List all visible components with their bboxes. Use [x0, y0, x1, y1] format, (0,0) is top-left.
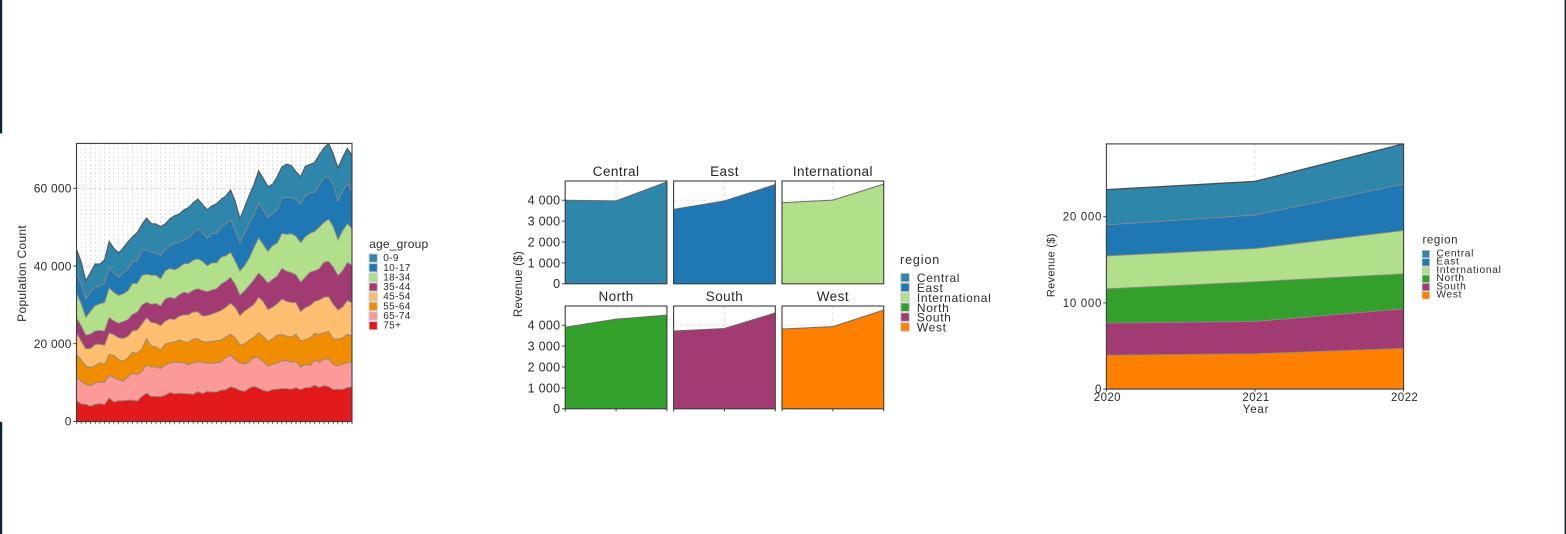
svg-text:2 000: 2 000 [528, 235, 561, 249]
svg-text:region: region [900, 253, 940, 267]
svg-text:0: 0 [553, 277, 560, 291]
svg-text:4 000: 4 000 [528, 194, 561, 208]
svg-text:1 000: 1 000 [528, 381, 561, 395]
svg-text:65-74: 65-74 [383, 311, 411, 322]
svg-text:West: West [817, 289, 849, 304]
svg-text:2022: 2022 [1391, 392, 1418, 404]
svg-text:3 000: 3 000 [528, 215, 561, 229]
svg-text:Central: Central [1436, 248, 1474, 259]
svg-text:North: North [598, 289, 633, 304]
svg-text:1 000: 1 000 [528, 256, 561, 270]
svg-text:International: International [793, 164, 873, 179]
svg-text:75+: 75+ [383, 321, 401, 332]
svg-text:2 000: 2 000 [528, 360, 561, 374]
svg-text:0: 0 [553, 402, 560, 416]
svg-text:International: International [1436, 265, 1501, 276]
svg-text:Population Count: Population Count [15, 225, 29, 322]
svg-text:Revenue ($): Revenue ($) [513, 251, 525, 317]
svg-text:55-64: 55-64 [383, 301, 411, 312]
svg-text:age_group: age_group [369, 237, 428, 251]
svg-text:3 000: 3 000 [528, 340, 561, 354]
svg-text:Year: Year [1243, 404, 1269, 416]
svg-text:South: South [706, 289, 744, 304]
svg-text:North: North [917, 301, 950, 315]
svg-text:0: 0 [65, 415, 72, 429]
svg-text:20 000: 20 000 [34, 337, 72, 351]
svg-text:0-9: 0-9 [383, 253, 399, 264]
svg-text:region: region [1423, 234, 1459, 246]
svg-text:4 000: 4 000 [528, 319, 561, 333]
svg-text:2020: 2020 [1094, 392, 1121, 404]
svg-text:10-17: 10-17 [383, 263, 411, 274]
svg-text:Central: Central [917, 271, 960, 285]
svg-text:East: East [917, 281, 944, 295]
svg-text:South: South [917, 311, 952, 325]
svg-text:Revenue ($): Revenue ($) [1045, 233, 1057, 297]
svg-text:60 000: 60 000 [34, 182, 72, 196]
svg-text:0: 0 [1095, 384, 1102, 396]
svg-text:18-34: 18-34 [383, 272, 411, 283]
svg-text:45-54: 45-54 [383, 292, 411, 303]
svg-text:East: East [1436, 257, 1459, 268]
svg-text:International: International [917, 291, 992, 305]
svg-text:South: South [1436, 281, 1466, 292]
svg-text:40 000: 40 000 [34, 259, 72, 273]
svg-text:West: West [917, 321, 947, 335]
svg-text:2021: 2021 [1242, 392, 1269, 404]
svg-text:North: North [1436, 273, 1464, 284]
svg-text:35-44: 35-44 [383, 282, 411, 293]
svg-text:20 000: 20 000 [1063, 212, 1102, 224]
svg-text:Central: Central [593, 164, 640, 179]
svg-text:East: East [710, 164, 739, 179]
svg-text:10 000: 10 000 [1063, 298, 1102, 310]
svg-text:West: West [1436, 290, 1462, 301]
